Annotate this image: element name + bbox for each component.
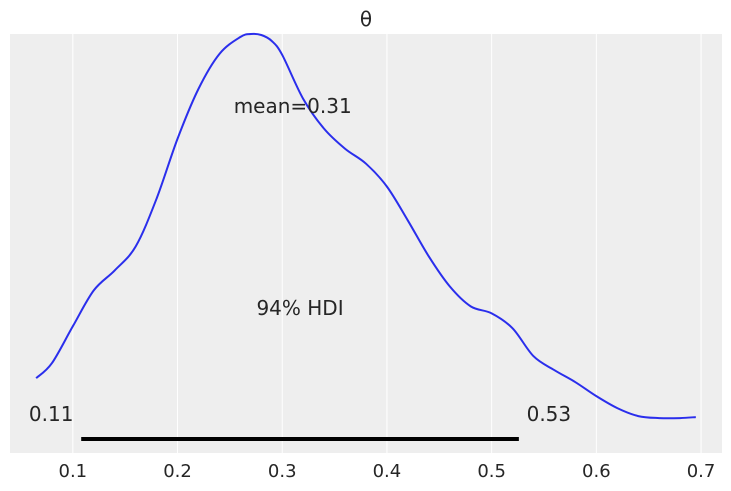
x-tick-label: 0.3: [268, 461, 297, 482]
hdi-title-label: 94% HDI: [256, 296, 343, 320]
x-axis-ticks: 0.1 0.2 0.3 0.4 0.5 0.6 0.7: [59, 461, 716, 482]
mean-label: mean=0.31: [234, 94, 352, 118]
x-tick-label: 0.1: [59, 461, 88, 482]
x-tick-label: 0.4: [373, 461, 402, 482]
x-tick-label: 0.5: [477, 461, 506, 482]
x-tick-label: 0.6: [582, 461, 611, 482]
hdi-low-label: 0.11: [29, 402, 74, 426]
density-curve: [35, 32, 696, 420]
grid-lines: [72, 34, 702, 453]
plot-area: [10, 34, 722, 453]
hdi-high-label: 0.53: [527, 402, 572, 426]
x-tick-label: 0.7: [687, 461, 716, 482]
chart-title: θ: [360, 7, 372, 31]
x-tick-label: 0.2: [163, 461, 192, 482]
